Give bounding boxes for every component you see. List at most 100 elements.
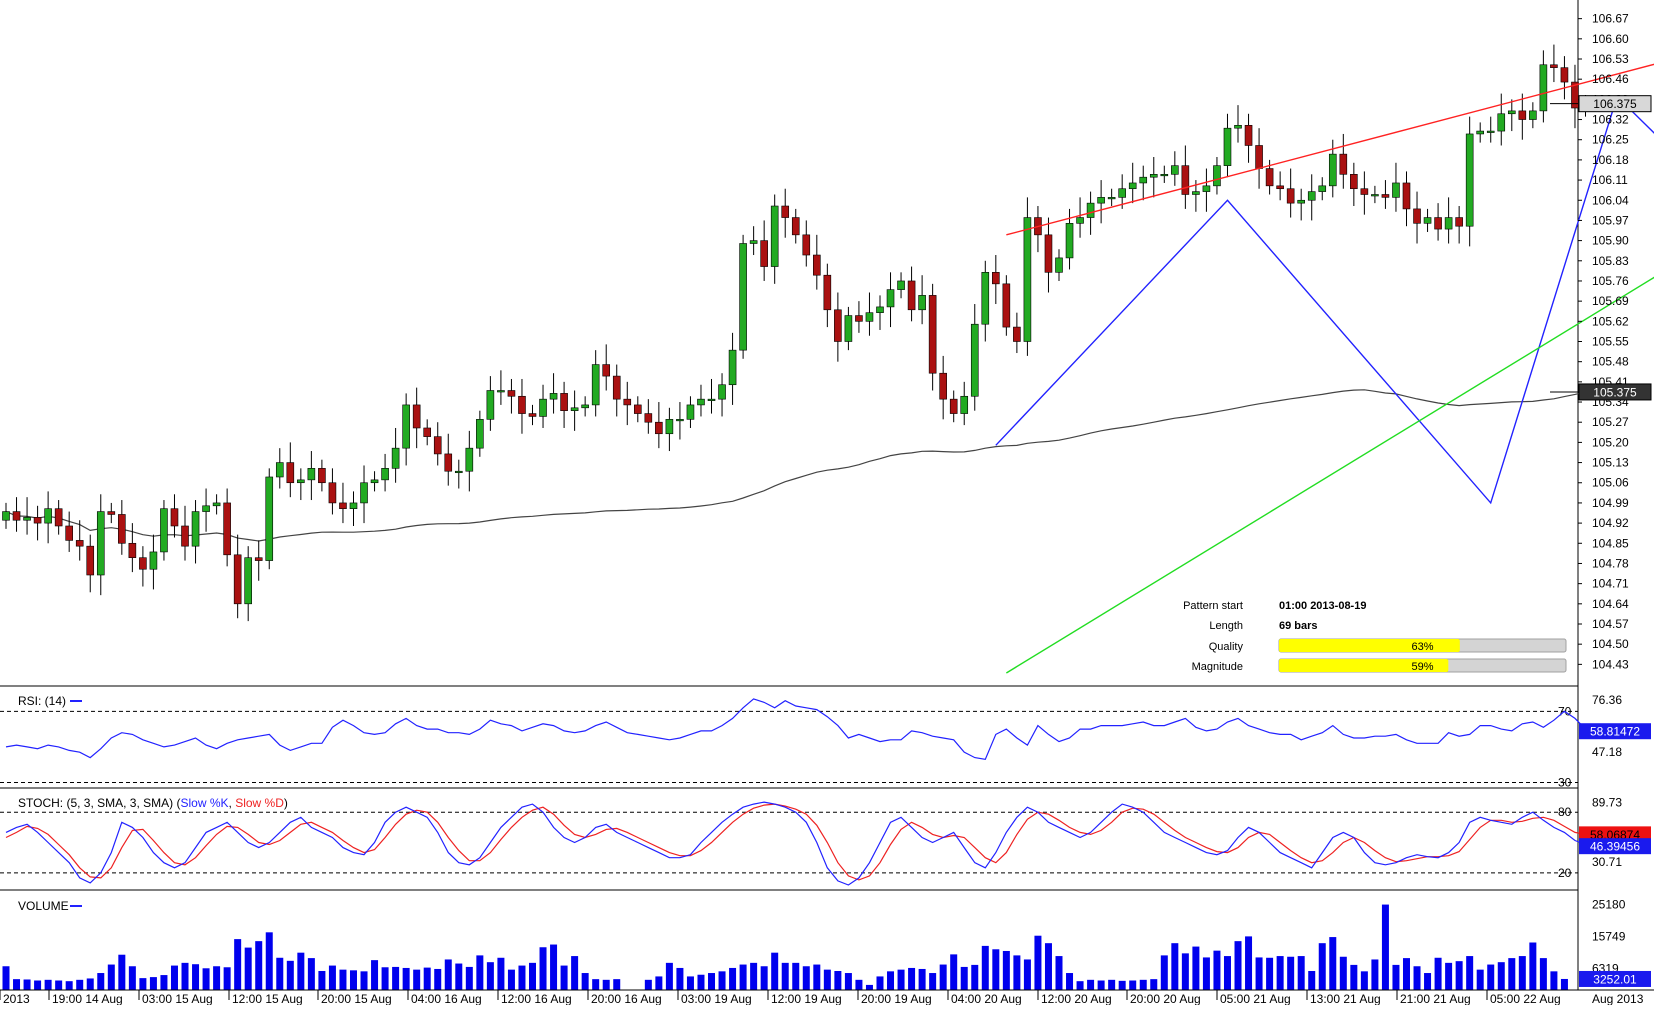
volume-bar — [318, 971, 325, 990]
volume-bar — [1192, 947, 1199, 990]
volume-bar — [1498, 962, 1505, 990]
volume-bar — [876, 976, 883, 990]
volume-bar — [1550, 971, 1557, 990]
volume-bar — [3, 966, 10, 990]
annotation-bar-value: 63% — [1411, 641, 1433, 653]
candle-bear — [782, 206, 789, 218]
volume-bar — [466, 967, 473, 990]
candle-bear — [118, 514, 125, 543]
volume-bar — [1182, 953, 1189, 990]
volume-tick-label: 15749 — [1592, 930, 1626, 944]
rsi-line — [6, 699, 1607, 759]
candle-bear — [908, 281, 915, 310]
time-tick-label: 04:00 16 Aug — [411, 992, 482, 1005]
candle-bull — [876, 307, 883, 313]
volume-bar — [561, 966, 568, 990]
price-tick-label: 104.64 — [1592, 597, 1629, 611]
volume-bar — [1319, 943, 1326, 990]
price-tick-label: 106.04 — [1592, 193, 1629, 207]
volume-bar — [1140, 980, 1147, 990]
candle-bear — [55, 509, 62, 526]
volume-bar — [308, 958, 315, 990]
volume-bar — [1087, 980, 1094, 990]
volume-bar — [276, 958, 283, 990]
candle-bear — [255, 558, 262, 561]
candle-bull — [371, 480, 378, 483]
candle-bull — [1098, 197, 1105, 203]
candle-bull — [961, 396, 968, 413]
candle-bull — [3, 512, 10, 521]
time-tick-label: 05:00 21 Aug — [1220, 992, 1291, 1005]
candle-bear — [992, 272, 999, 284]
candle-bull — [1424, 218, 1431, 224]
candle-bull — [97, 512, 104, 575]
time-tick-label: 20:00 15 Aug — [321, 992, 392, 1005]
candle-bull — [1308, 192, 1315, 201]
price-tick-label: 104.57 — [1592, 617, 1629, 631]
price-tick-label: 105.62 — [1592, 314, 1629, 328]
candle-bull — [466, 448, 473, 471]
candle-bull — [1213, 166, 1220, 186]
volume-bar — [1382, 905, 1389, 990]
candle-bear — [1382, 194, 1389, 197]
volume-bar — [1235, 941, 1242, 990]
candle-bear — [813, 255, 820, 275]
volume-bar — [887, 971, 894, 990]
candle-bear — [613, 376, 620, 399]
candle-bear — [1435, 218, 1442, 230]
volume-bar — [1392, 965, 1399, 990]
volume-bar — [1456, 961, 1463, 990]
candle-bull — [708, 399, 715, 401]
candle-bull — [1129, 183, 1136, 189]
candle-bull — [697, 399, 704, 405]
volume-bar — [1066, 973, 1073, 990]
volume-bar — [540, 947, 547, 990]
volume-bar — [834, 971, 841, 990]
volume-title: VOLUME — [18, 899, 69, 913]
candle-bear — [855, 316, 862, 322]
candle-bear — [834, 310, 841, 342]
volume-bar — [97, 973, 104, 990]
rsi-tick-label: 76.36 — [1592, 693, 1622, 707]
candle-bear — [1350, 174, 1357, 188]
stoch-k-legend: Slow %K — [180, 796, 228, 810]
annotation-label: Magnitude — [1192, 661, 1243, 673]
volume-bar — [1034, 936, 1041, 990]
volume-bar — [192, 964, 199, 990]
candle-bull — [1498, 114, 1505, 131]
candle-bear — [129, 543, 136, 557]
volume-bar — [1508, 958, 1515, 990]
volume-bar — [255, 941, 262, 990]
candle-bear — [1013, 327, 1020, 341]
candle-bull — [45, 509, 52, 523]
candle-bull — [971, 324, 978, 396]
candle-bull — [1235, 125, 1242, 128]
volume-bar — [603, 980, 610, 990]
candle-bull — [350, 503, 357, 509]
price-tick-label: 105.90 — [1592, 234, 1629, 248]
volume-bar — [1013, 955, 1020, 990]
ma-value-label: 105.375 — [1593, 385, 1637, 399]
candle-bear — [1403, 183, 1410, 209]
candle-bull — [1119, 189, 1126, 198]
volume-bar — [434, 969, 441, 990]
candle-bear — [1550, 65, 1557, 68]
candle-bear — [87, 546, 94, 575]
candle-bull — [160, 509, 167, 552]
volume-bar — [129, 966, 136, 990]
rsi-current-label: 58.81472 — [1590, 725, 1640, 739]
volume-bar — [1266, 958, 1273, 990]
candle-bear — [1361, 189, 1368, 195]
time-tick-label: 2013 — [3, 992, 30, 1005]
support-line — [1006, 171, 1654, 673]
volume-bar — [413, 970, 420, 990]
volume-bar — [1024, 959, 1031, 990]
time-tick-label: 13:00 21 Aug — [1310, 992, 1381, 1005]
candle-bear — [603, 365, 610, 377]
candle-bull — [403, 405, 410, 448]
candle-bear — [424, 428, 431, 437]
volume-bar — [203, 968, 210, 990]
candle-bear — [761, 241, 768, 267]
candle-bear — [234, 555, 241, 604]
